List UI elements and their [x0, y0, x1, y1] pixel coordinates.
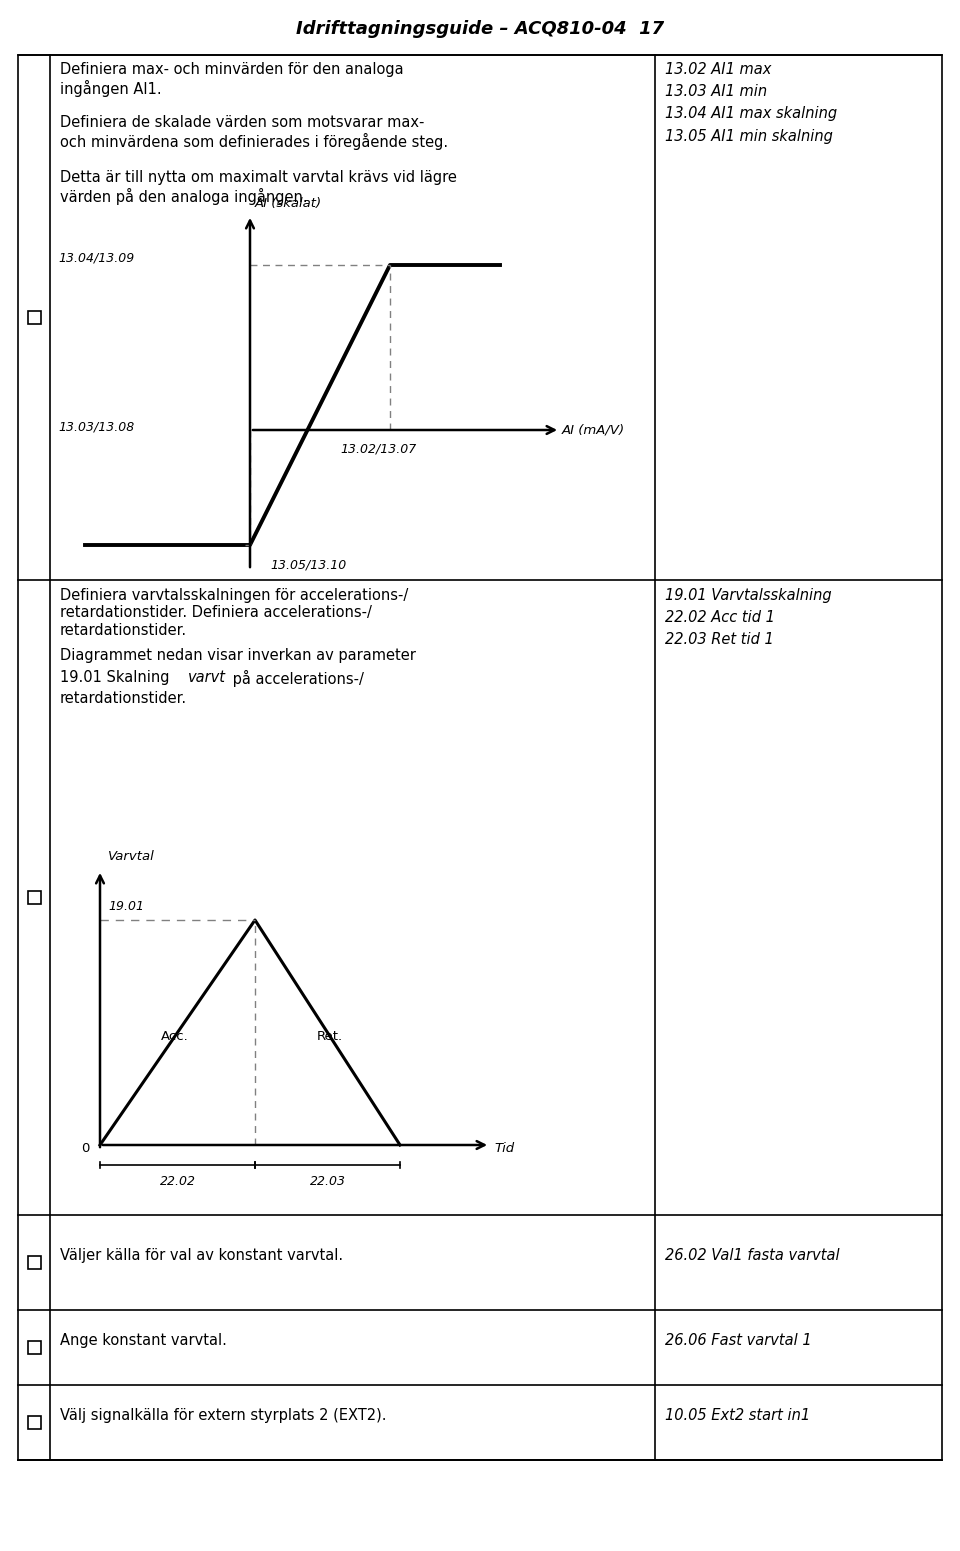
Text: 19.01 Varvtalsskalning
22.02 Acc tid 1
22.03 Ret tid 1: 19.01 Varvtalsskalning 22.02 Acc tid 1 2… [665, 588, 831, 647]
Text: 13.02/13.07: 13.02/13.07 [340, 444, 417, 456]
Text: 19.01: 19.01 [108, 900, 144, 914]
Text: Definiera max- och minvärden för den analoga
ingången AI1.: Definiera max- och minvärden för den ana… [60, 62, 403, 96]
Text: 13.02 AI1 max
13.03 AI1 min
13.04 AI1 max skalning
13.05 AI1 min skalning: 13.02 AI1 max 13.03 AI1 min 13.04 AI1 ma… [665, 62, 837, 144]
Bar [28, 1342, 40, 1354]
Text: Varvtal: Varvtal [108, 850, 155, 862]
Text: 26.02 Val1 fasta varvtal: 26.02 Val1 fasta varvtal [665, 1249, 840, 1263]
Text: 13.03/13.08: 13.03/13.08 [58, 420, 134, 433]
Text: Definiera de skalade värden som motsvarar max-
och minvärdena som definierades i: Definiera de skalade värden som motsvara… [60, 115, 448, 150]
Bar [28, 1256, 40, 1269]
Text: Detta är till nytta om maximalt varvtal krävs vid lägre
värden på den analoga in: Detta är till nytta om maximalt varvtal … [60, 171, 457, 205]
Text: 22.03: 22.03 [310, 1176, 346, 1188]
Text: 22.02: 22.02 [160, 1176, 196, 1188]
Text: Diagrammet nedan visar inverkan av parameter: Diagrammet nedan visar inverkan av param… [60, 648, 416, 662]
Text: 10.05 Ext2 start in1: 10.05 Ext2 start in1 [665, 1408, 810, 1422]
Bar [28, 1416, 40, 1428]
Text: 13.04/13.09: 13.04/13.09 [58, 251, 134, 265]
Text: Väljer källa för val av konstant varvtal.: Väljer källa för val av konstant varvtal… [60, 1249, 343, 1263]
Bar [28, 312, 40, 324]
Text: Acc.: Acc. [161, 1030, 189, 1042]
Text: Idrifttagningsguide – ACQ810-04  17: Idrifttagningsguide – ACQ810-04 17 [296, 20, 664, 39]
Text: AI (skalat): AI (skalat) [255, 197, 323, 209]
Text: Definiera varvtalsskalningen för accelerations-/
retardationstider. Definiera ac: Definiera varvtalsskalningen för acceler… [60, 588, 408, 637]
Text: Ret.: Ret. [317, 1030, 343, 1042]
Text: varvt: varvt [188, 670, 226, 686]
Text: Tid: Tid [494, 1142, 515, 1154]
Text: på accelerations-/: på accelerations-/ [228, 670, 364, 687]
Text: 26.06 Fast varvtal 1: 26.06 Fast varvtal 1 [665, 1332, 811, 1348]
Bar [28, 890, 40, 904]
Text: Ange konstant varvtal.: Ange konstant varvtal. [60, 1332, 227, 1348]
Text: 19.01 Skalning: 19.01 Skalning [60, 670, 174, 686]
Text: AI (mA/V): AI (mA/V) [562, 423, 625, 436]
Text: 13.05/13.10: 13.05/13.10 [270, 558, 347, 571]
Text: retardationstider.: retardationstider. [60, 692, 187, 706]
Text: Välj signalkälla för extern styrplats 2 (EXT2).: Välj signalkälla för extern styrplats 2 … [60, 1408, 387, 1422]
Text: 0: 0 [82, 1142, 90, 1154]
